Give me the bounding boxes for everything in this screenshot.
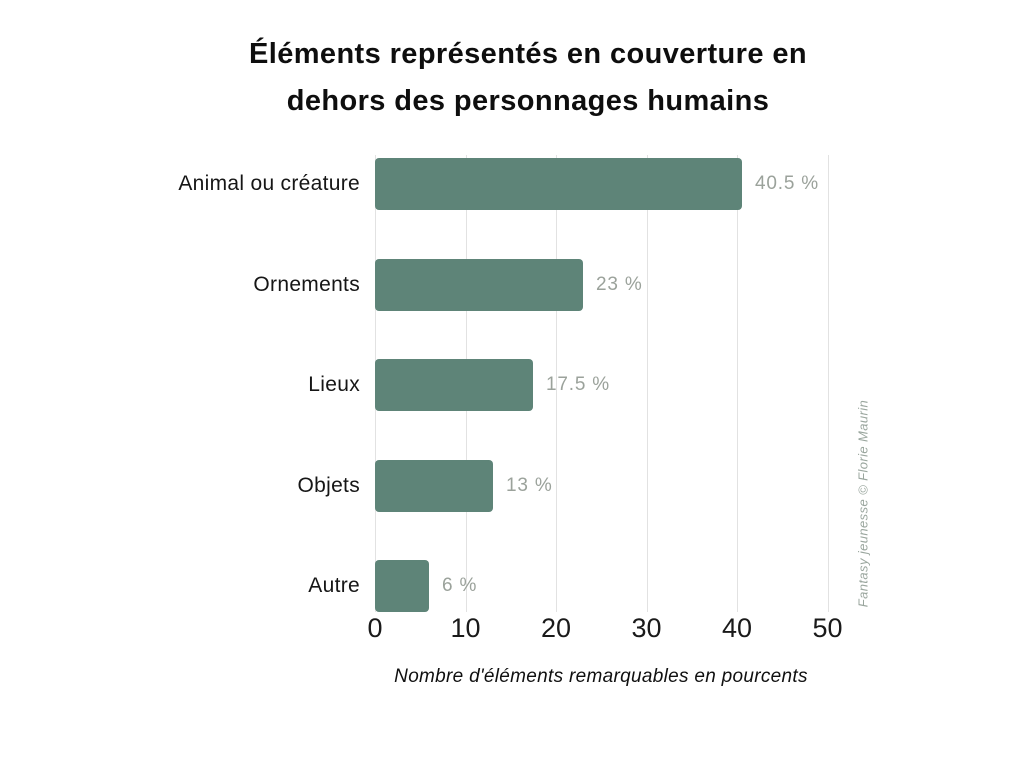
x-gridline <box>827 155 829 612</box>
chart-title-line-1: Éléments représentés en couverture en <box>249 38 807 70</box>
x-tick-label: 20 <box>540 613 572 643</box>
x-gridline <box>646 155 648 612</box>
chart-title: Éléments représentés en couverture en de… <box>208 31 848 125</box>
value-label: 40.5 % <box>755 173 819 194</box>
bar <box>375 259 583 311</box>
value-label: 17.5 % <box>546 374 610 395</box>
value-label: 13 % <box>506 475 553 496</box>
bar <box>375 560 429 612</box>
x-tick-label: 50 <box>812 613 843 643</box>
category-label: Lieux <box>308 373 360 396</box>
x-tick-label: 40 <box>721 613 753 643</box>
x-tick-label: 0 <box>367 613 383 643</box>
x-tick-label: 30 <box>631 613 662 643</box>
x-tick-label: 10 <box>450 613 481 643</box>
bar <box>375 460 493 512</box>
x-gridline <box>737 155 738 612</box>
chart-title-line-2: dehors des personnages humains <box>286 85 770 117</box>
category-label: Autre <box>308 574 360 597</box>
category-label: Animal ou créature <box>178 172 360 195</box>
x-gridline <box>556 155 557 612</box>
value-label: 23 % <box>596 274 643 295</box>
category-label: Ornements <box>253 273 360 296</box>
bar <box>375 359 533 411</box>
bar <box>375 158 742 210</box>
category-label: Objets <box>297 474 360 497</box>
value-label: 6 % <box>442 575 478 596</box>
credit-watermark: Fantasy jeunesse © Florie Maurin <box>855 399 871 608</box>
x-axis-title: Nombre d'éléments remarquables en pource… <box>394 666 808 687</box>
